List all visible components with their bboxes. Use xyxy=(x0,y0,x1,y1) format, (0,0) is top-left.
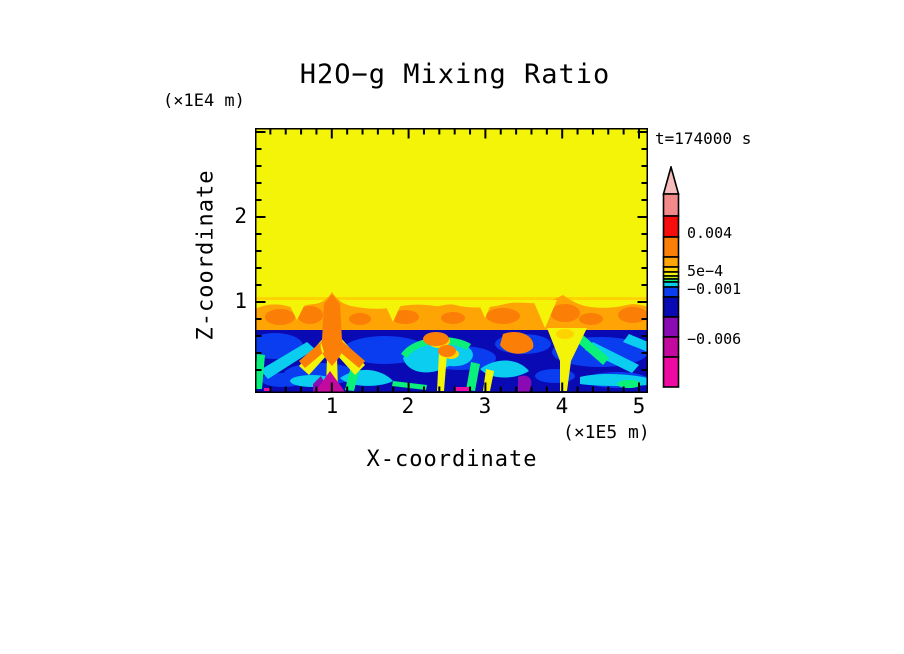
field-magenta-purple-minimum xyxy=(315,371,345,392)
colorbar-segment-purple xyxy=(662,316,680,338)
colorbar-segment-magenta xyxy=(662,356,680,388)
x-tick-label-4: 4 xyxy=(555,394,569,418)
x-tick-label-2: 2 xyxy=(401,394,415,418)
contour-plot xyxy=(255,128,648,393)
colorbar-segment-amber xyxy=(662,256,680,268)
colorbar-label-0004: 0.004 xyxy=(687,224,733,242)
colorbar-arrow-tip xyxy=(662,166,680,195)
x-tick-label-3: 3 xyxy=(478,394,492,418)
field-yellow-notches xyxy=(287,300,557,328)
field-gold-transition-stripe xyxy=(255,297,648,300)
colorbar-segment-navy xyxy=(662,296,680,318)
colorbar-segment-magenta-purple xyxy=(662,336,680,358)
colorbar-segment-blue xyxy=(662,286,680,298)
colorbar-segment-orange xyxy=(662,236,680,258)
colorbar-label-n0001: −0.001 xyxy=(687,280,742,298)
z-axis-unit-label: (×1E4 m) xyxy=(163,91,245,111)
z-axis-title: Z-coordinate xyxy=(193,169,219,341)
colorbar-label-5e-4: 5e−4 xyxy=(687,262,724,280)
colorbar-segment-red xyxy=(662,215,680,238)
x-axis-title: X-coordinate xyxy=(366,447,538,472)
x-tick-label-5: 5 xyxy=(632,394,646,418)
time-label: t=174000 s xyxy=(655,129,752,148)
x-tick-label-1: 1 xyxy=(325,394,339,418)
axis-tick-marks xyxy=(256,129,647,392)
field-green-filaments xyxy=(255,335,641,391)
colorbar-label-n0006: −0.006 xyxy=(687,330,742,348)
field-yellow-plume-streaks xyxy=(299,328,587,391)
chart-title: H2O−g Mixing Ratio xyxy=(299,59,611,90)
z-tick-label-1: 1 xyxy=(234,289,247,313)
colorbar-segment-salmon xyxy=(662,193,680,217)
colorbar xyxy=(662,166,680,388)
x-axis-unit-label: (×1E5 m) xyxy=(563,422,650,443)
z-tick-label-2: 2 xyxy=(234,204,247,228)
